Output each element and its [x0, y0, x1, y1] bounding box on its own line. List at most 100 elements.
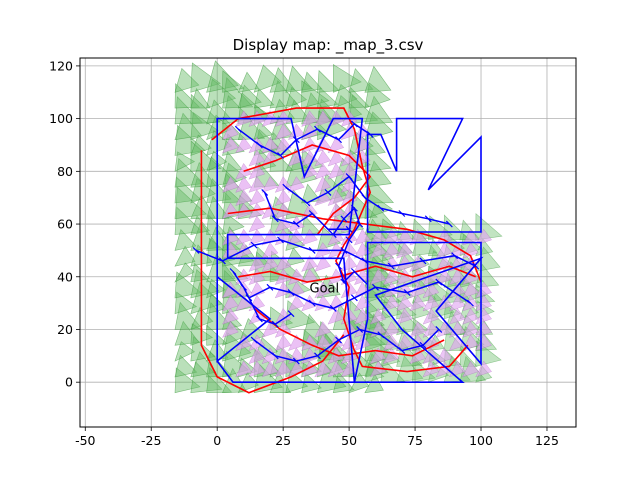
- cover-triangle: [237, 71, 259, 93]
- obstacle-arrow-upper: [366, 117, 482, 233]
- tree-node-tick: [292, 357, 300, 365]
- tree-node-tick: [340, 246, 348, 254]
- tree-node-tick: [419, 341, 427, 349]
- cell-triangle: [314, 360, 332, 378]
- cell-triangle: [353, 123, 371, 141]
- tree-node-tick: [255, 141, 263, 149]
- tree-node-tick: [472, 262, 480, 270]
- x-tick-label: -50: [75, 433, 95, 448]
- cell-triangle: [475, 294, 493, 312]
- cell-triangle: [382, 294, 400, 312]
- cover-triangle: [364, 65, 392, 93]
- cover-triangle: [190, 87, 211, 109]
- cell-triangle: [422, 347, 440, 365]
- cell-triangle: [396, 334, 413, 352]
- cover-triangle: [269, 67, 296, 93]
- cell-triangle: [475, 360, 493, 378]
- cell-triangle: [435, 268, 453, 286]
- cell-triangle: [435, 255, 453, 272]
- cell-triangle: [274, 307, 292, 325]
- cover-triangle: [174, 262, 195, 283]
- cover-triangle: [285, 247, 305, 267]
- tree-node-tick: [350, 268, 358, 275]
- tree-node-tick: [445, 220, 453, 228]
- cell-triangle: [248, 281, 266, 299]
- cover-triangle: [253, 120, 274, 141]
- cell-triangle: [274, 347, 292, 365]
- cell-triangle: [396, 268, 413, 286]
- x-tick-label: 100: [469, 433, 493, 448]
- cell-triangle: [353, 268, 371, 286]
- cover-triangle: [174, 176, 202, 204]
- cover-triangle: [206, 178, 232, 204]
- cover-triangle: [253, 87, 275, 109]
- cover-triangle: [190, 193, 216, 220]
- cell-triangle: [261, 149, 279, 167]
- cover-triangle: [206, 237, 236, 267]
- cell-triangle: [422, 281, 440, 299]
- cover-triangle: [190, 269, 220, 299]
- cell-triangle: [314, 162, 332, 180]
- cell-triangle: [353, 242, 371, 259]
- cover-triangle: [174, 67, 200, 93]
- cell-triangle: [327, 136, 345, 154]
- cell-triangle: [222, 281, 239, 299]
- tree-node-tick: [356, 220, 364, 228]
- tree-branch: [253, 328, 440, 362]
- cell-triangle: [475, 321, 493, 338]
- cell-triangle: [314, 255, 332, 272]
- cell-triangle: [235, 189, 252, 207]
- cell-triangle: [435, 347, 453, 365]
- y-tick-label: 40: [57, 269, 73, 284]
- path-line: [238, 265, 476, 283]
- cell-triangle: [301, 149, 318, 167]
- cover-triangle: [301, 71, 323, 93]
- cell-triangle: [261, 347, 279, 365]
- tree-node-tick: [308, 210, 316, 217]
- cover-triangle: [190, 112, 219, 141]
- x-tick-label: 25: [275, 433, 291, 448]
- cell-triangle: [462, 307, 479, 325]
- cell-triangle: [475, 281, 493, 299]
- tree-node-tick: [372, 283, 379, 291]
- cell-triangle: [340, 149, 358, 167]
- cell-triangle: [248, 347, 266, 365]
- cover-triangle: [222, 151, 243, 172]
- cover-triangle: [348, 87, 370, 109]
- tree-node-tick: [282, 183, 290, 191]
- cover-triangle: [222, 367, 248, 394]
- cell-triangle: [340, 202, 358, 220]
- cover-triangle: [364, 173, 395, 204]
- path-line: [243, 144, 372, 236]
- cell-triangle: [340, 334, 358, 352]
- chart-title: Display map: _map_3.csv: [233, 36, 424, 55]
- tree-node-tick: [398, 347, 406, 354]
- cover-triangle: [190, 62, 221, 93]
- cell-triangle: [261, 321, 279, 338]
- cell-triangle: [396, 242, 413, 259]
- tree-node-tick: [292, 220, 300, 228]
- cell-triangle: [327, 307, 345, 325]
- cell-triangle: [222, 123, 239, 141]
- cell-triangle: [222, 136, 239, 154]
- cell-triangle: [301, 110, 318, 127]
- cell-triangle: [248, 136, 266, 154]
- y-tick-label: 100: [49, 111, 73, 126]
- cell-triangle: [314, 281, 332, 299]
- cover-triangle: [174, 291, 198, 315]
- cell-triangle: [369, 242, 387, 259]
- y-tick-label: 120: [49, 58, 73, 73]
- tree-node-tick: [467, 299, 474, 307]
- cover-triangle: [332, 63, 362, 93]
- axis-ticks: -50 -25 0 25 50 75 100 125 0 20 40 60 80 100 120: [49, 58, 559, 448]
- cell-triangle: [314, 176, 332, 193]
- cell-triangle: [327, 347, 345, 365]
- cover-triangle: [174, 245, 196, 267]
- cell-triangle: [327, 189, 345, 207]
- cell-triangle: [314, 110, 332, 127]
- path-line: [211, 107, 469, 373]
- cell-triangle: [222, 242, 239, 259]
- cover-triangle: [190, 161, 217, 188]
- cell-triangle: [274, 255, 292, 272]
